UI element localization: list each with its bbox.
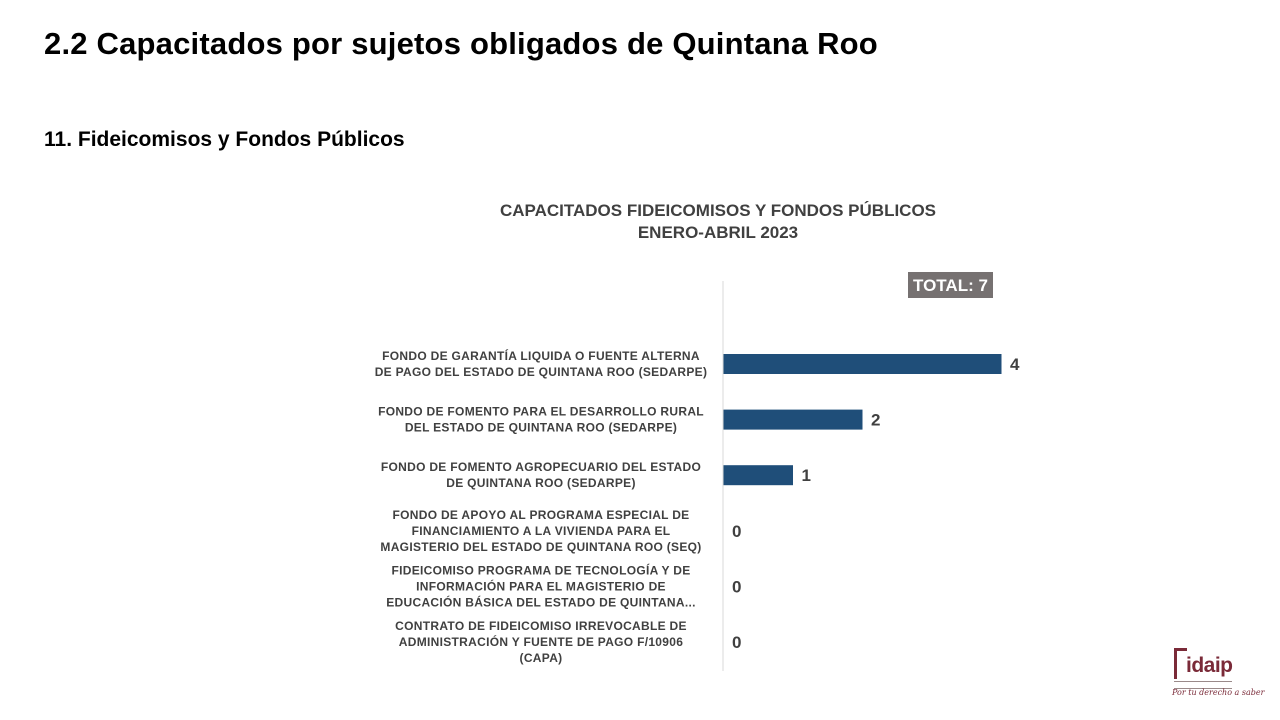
bar-2 [723, 465, 793, 486]
category-label-2-line-0: FONDO DE FOMENTO AGROPECUARIO DEL ESTADO [381, 460, 701, 474]
idaip-logo: idaip Por tu derecho a saber [1170, 644, 1264, 704]
data-label-1: 2 [871, 411, 880, 430]
category-label-4-line-0: FIDEICOMISO PROGRAMA DE TECNOLOGÍA Y DE [391, 562, 690, 577]
category-label-1-line-1: DEL ESTADO DE QUINTANA ROO (SEDARPE) [405, 421, 677, 435]
data-label-5: 0 [732, 633, 741, 652]
category-label-0-line-1: DE PAGO DEL ESTADO DE QUINTANA ROO (SEDA… [375, 365, 708, 379]
category-label-5: CONTRATO DE FIDEICOMISO IRREVOCABLE DE AD… [395, 619, 687, 665]
category-label-0: FONDO DE GARANTÍA LIQUIDA O FUENTE ALTER… [375, 348, 708, 379]
category-label-4-line-1: INFORMACIÓN PARA EL MAGISTERIO DE [416, 578, 666, 593]
category-label-3-line-2: MAGISTERIO DEL ESTADO DE QUINTANA ROO (S… [380, 540, 701, 554]
category-label-5-line-0: CONTRATO DE FIDEICOMISO IRREVOCABLE DE [395, 619, 687, 633]
category-label-4-line-2: EDUCACIÓN BÁSICA DEL ESTADO DE QUINTANA.… [386, 594, 696, 609]
category-label-5-line-1: ADMINISTRACIÓN Y FUENTE DE PAGO F/10906 [399, 634, 683, 649]
chart-title: CAPACITADOS FIDEICOMISOS Y FONDOS PÚBLIC… [418, 200, 1018, 244]
logo-tagline: Por tu derecho a saber [1172, 688, 1265, 697]
data-label-4: 0 [732, 577, 741, 596]
category-label-0-line-0: FONDO DE GARANTÍA LIQUIDA O FUENTE ALTER… [382, 348, 700, 363]
category-label-2-line-1: DE QUINTANA ROO (SEDARPE) [446, 476, 636, 490]
category-label-5-line-2: (CAPA) [520, 651, 563, 665]
category-label-3-line-1: FINANCIAMIENTO A LA VIVIENDA PARA EL [412, 524, 671, 538]
category-label-1: FONDO DE FOMENTO PARA EL DESARROLLO RURA… [378, 405, 704, 435]
category-label-3-line-0: FONDO DE APOYO AL PROGRAMA ESPECIAL DE [393, 508, 690, 522]
data-label-0: 4 [1010, 355, 1020, 374]
slide-title: 2.2 Capacitados por sujetos obligados de… [44, 26, 878, 61]
category-label-2: FONDO DE FOMENTO AGROPECUARIO DEL ESTADO… [381, 460, 701, 490]
total-badge: TOTAL: 7 [908, 272, 993, 298]
category-label-4: FIDEICOMISO PROGRAMA DE TECNOLOGÍA Y DE I… [386, 562, 696, 609]
bar-1 [723, 409, 863, 430]
category-label-1-line-0: FONDO DE FOMENTO PARA EL DESARROLLO RURA… [378, 405, 704, 419]
logo-bracket-icon [1174, 648, 1187, 679]
logo-lines-icon [1174, 681, 1232, 689]
chart-title-line-2: ENERO-ABRIL 2023 [637, 223, 799, 242]
category-label-3: FONDO DE APOYO AL PROGRAMA ESPECIAL DE FI… [380, 508, 701, 554]
bar-0 [723, 354, 1002, 374]
logo-text: idaip [1186, 654, 1233, 677]
chart-title-line-1: CAPACITADOS FIDEICOMISOS Y FONDOS PÚBLIC… [499, 201, 937, 220]
data-label-2: 1 [802, 466, 811, 485]
section-title: 11. Fideicomisos y Fondos Públicos [44, 128, 405, 151]
data-label-3: 0 [732, 522, 741, 541]
